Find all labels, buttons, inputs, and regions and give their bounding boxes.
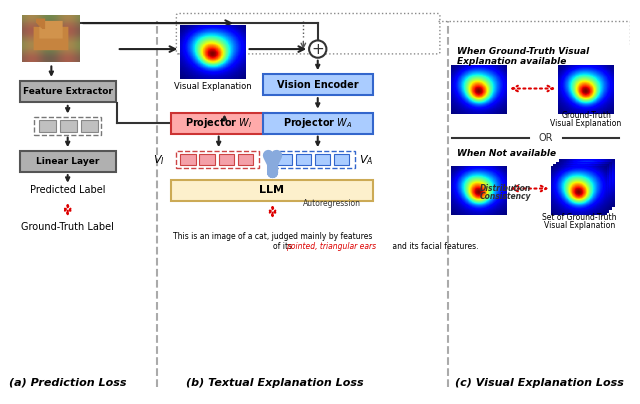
Text: Consistency: Consistency [479,192,531,201]
Bar [81,120,99,132]
Bar [276,154,292,166]
Bar [219,154,234,166]
Bar [200,154,215,166]
Bar [171,113,267,134]
Bar [39,120,56,132]
Text: Linear Layer: Linear Layer [36,157,99,166]
Bar [34,118,101,135]
Text: Autoregression: Autoregression [303,200,362,208]
Bar [296,154,311,166]
Text: Vision Encoder: Vision Encoder [277,80,358,90]
Text: (a) Prediction Loss: (a) Prediction Loss [9,378,127,388]
Text: Projector $W_I$: Projector $W_I$ [185,116,252,130]
Text: +: + [312,42,324,57]
Text: Set of Ground-Truth: Set of Ground-Truth [542,213,616,222]
Text: (c) Visual Explanation Loss: (c) Visual Explanation Loss [454,378,623,388]
Text: Feature Extractor: Feature Extractor [23,87,113,96]
Text: Predicted Label: Predicted Label [30,185,106,196]
Text: Visual Explanation: Visual Explanation [174,82,252,91]
Text: $V_I$: $V_I$ [153,153,165,166]
Bar [238,154,253,166]
Text: Visual Explanation: Visual Explanation [550,119,621,128]
Circle shape [309,40,326,58]
Bar [273,151,355,168]
Text: When Not available: When Not available [457,149,556,158]
Text: (b) Textual Explanation Loss: (b) Textual Explanation Loss [186,378,364,388]
Bar [315,154,330,166]
Text: Projector $W_A$: Projector $W_A$ [283,116,353,130]
Text: Visual Explanation: Visual Explanation [544,221,615,229]
Text: LLM: LLM [259,185,284,196]
Bar [20,81,116,102]
Bar [263,74,372,95]
Text: When Ground-Truth Visual: When Ground-Truth Visual [457,47,589,57]
Bar [180,154,196,166]
Bar [60,120,77,132]
Text: pointed, triangular ears: pointed, triangular ears [286,242,376,251]
Text: Explanation available: Explanation available [457,57,566,66]
Text: of its: of its [273,242,294,251]
Text: Ground-Truth: Ground-Truth [561,111,611,120]
Bar [177,151,259,168]
Text: OR: OR [538,133,553,143]
Bar [263,113,372,134]
Text: and its facial features.: and its facial features. [390,242,478,251]
Bar [334,154,349,166]
Bar [171,180,372,201]
Bar [20,151,116,172]
Text: This is an image of a cat, judged mainly by features: This is an image of a cat, judged mainly… [173,232,372,241]
Text: $V_A$: $V_A$ [359,153,374,166]
Text: Ground-Truth Label: Ground-Truth Label [21,222,114,232]
Text: Distribution: Distribution [479,184,531,193]
